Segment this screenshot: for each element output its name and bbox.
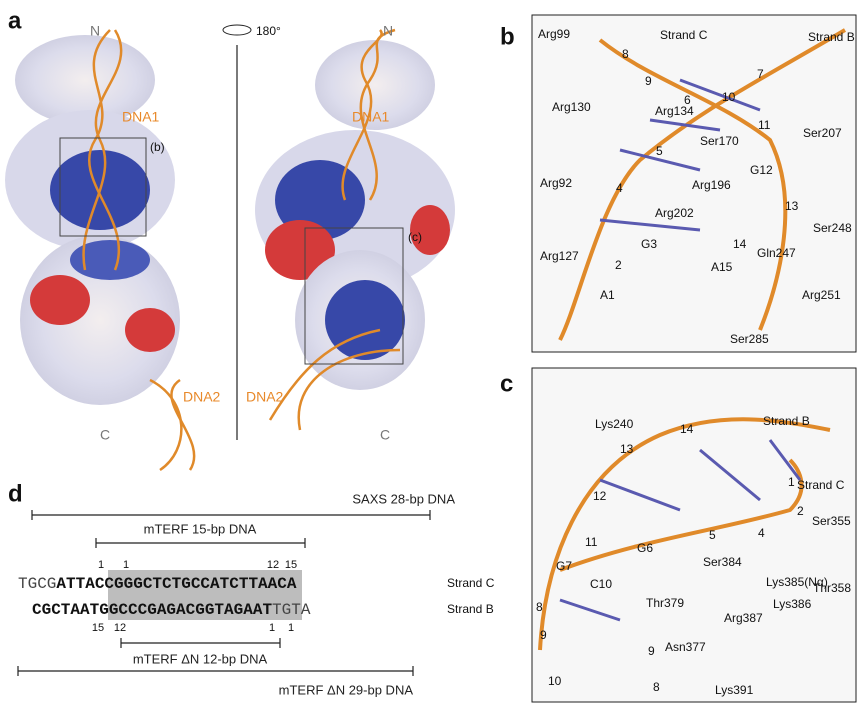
residue-label: G12: [750, 163, 773, 177]
position-number: 12: [114, 622, 126, 634]
rotation-icon: [223, 25, 251, 35]
residue-label: 10: [722, 90, 736, 104]
residue-label: 12: [593, 489, 607, 503]
residue-label: Ser285: [730, 332, 769, 346]
strand-c-core: ATTACCGGGCTCTGCCATCTTAACA: [56, 575, 296, 593]
bracket-label: SAXS 28-bp DNA: [352, 491, 455, 506]
strand-b-name: Strand B: [447, 602, 494, 616]
residue-label: G7: [556, 559, 572, 573]
residue-label: Strand B: [808, 30, 855, 44]
residue-label: Gln247: [757, 246, 796, 260]
residue-label: Lys391: [715, 683, 754, 697]
structure-label: N: [90, 23, 100, 39]
position-number: 12: [267, 559, 279, 571]
residue-label: 14: [733, 237, 747, 251]
structure-label: C: [380, 427, 390, 443]
panel-label: a: [8, 7, 22, 34]
position-number: 15: [92, 622, 104, 634]
panel-label: c: [500, 370, 513, 397]
residue-label: 9: [645, 74, 652, 88]
structure-label: (b): [150, 140, 165, 154]
bracket-label: mTERF ΔN 12-bp DNA: [133, 651, 268, 666]
residue-label: 10: [548, 674, 562, 688]
residue-label: Ser170: [700, 134, 739, 148]
residue-label: G6: [637, 541, 653, 555]
residue-label: 8: [536, 600, 543, 614]
structure-label: DNA2: [183, 389, 221, 405]
strand-c-name: Strand C: [447, 576, 495, 590]
residue-label: Strand C: [797, 478, 845, 492]
figure: TGCGATTACCGGGCTCTGCCATCTTAACA CGCTAATGGC…: [0, 0, 857, 703]
surface-left: [5, 35, 180, 405]
residue-label: 9: [540, 628, 547, 642]
residue-label: Strand C: [660, 28, 708, 42]
residue-label: G3: [641, 237, 657, 251]
strand-b-core: CGCTAATGGCCCGAGACGGTAGAAT: [32, 601, 272, 619]
residue-label: Arg127: [540, 249, 579, 263]
residue-label: 6: [684, 93, 691, 107]
residue-label: Arg92: [540, 176, 572, 190]
residue-label: Ser384: [703, 555, 742, 569]
position-number: 1: [123, 559, 129, 571]
residue-label: 5: [709, 528, 716, 542]
structure-label: DNA1: [352, 109, 390, 125]
bracket-label: mTERF ΔN 29-bp DNA: [279, 682, 414, 697]
residue-label: A15: [711, 260, 733, 274]
residue-label: 7: [757, 67, 764, 81]
position-number: 1: [269, 622, 275, 634]
rotation-label: 180°: [256, 24, 281, 38]
residue-label: Arg130: [552, 100, 591, 114]
residue-label: Strand B: [763, 414, 810, 428]
position-number: 15: [285, 559, 297, 571]
bracket-label: mTERF 15-bp DNA: [144, 521, 257, 536]
structure-label: (c): [408, 230, 422, 244]
residue-label: 13: [620, 442, 634, 456]
residue-label: Arg202: [655, 206, 694, 220]
residue-label: Lys385(Nα): [766, 575, 828, 589]
structure-label: N: [383, 23, 393, 39]
residue-label: 11: [585, 535, 598, 549]
residue-label: Ser355: [812, 514, 851, 528]
residue-label: Arg251: [802, 288, 841, 302]
strand-c-prefix: TGCG: [18, 575, 56, 593]
residue-label: C10: [590, 577, 612, 591]
residue-label: 8: [653, 680, 660, 694]
residue-label: Asn377: [665, 640, 706, 654]
residue-label: 4: [758, 526, 765, 540]
residue-label: 2: [615, 258, 622, 272]
residue-label: 11: [758, 118, 771, 132]
structure-label: DNA1: [122, 109, 160, 125]
residue-label: Arg387: [724, 611, 763, 625]
residue-label: Arg99: [538, 27, 570, 41]
residue-label: Ser248: [813, 221, 852, 235]
residue-label: 1: [788, 475, 795, 489]
residue-label: 14: [680, 422, 694, 436]
structure-label: DNA2: [246, 389, 284, 405]
residue-label: Thr379: [646, 596, 684, 610]
panel-label: d: [8, 480, 23, 507]
residue-label: A1: [600, 288, 615, 302]
structure-label: C: [100, 427, 110, 443]
residue-label: 2: [797, 504, 804, 518]
residue-label: Ser207: [803, 126, 842, 140]
position-number: 1: [98, 559, 104, 571]
residue-label: Lys386: [773, 597, 812, 611]
residue-label: 4: [616, 181, 623, 195]
residue-label: 5: [656, 144, 663, 158]
panel-label: b: [500, 23, 515, 50]
strand-b-sequence: CGCTAATGGCCCGAGACGGTAGAATTGTA: [32, 601, 311, 619]
position-number: 1: [288, 622, 294, 634]
residue-label: Arg196: [692, 178, 731, 192]
residue-label: 9: [648, 644, 655, 658]
residue-label: Lys240: [595, 417, 634, 431]
residue-label: 8: [622, 47, 629, 61]
residue-label: 13: [785, 199, 799, 213]
strand-c-sequence: TGCGATTACCGGGCTCTGCCATCTTAACA: [18, 575, 297, 593]
strand-b-suffix: TGTA: [272, 601, 311, 619]
